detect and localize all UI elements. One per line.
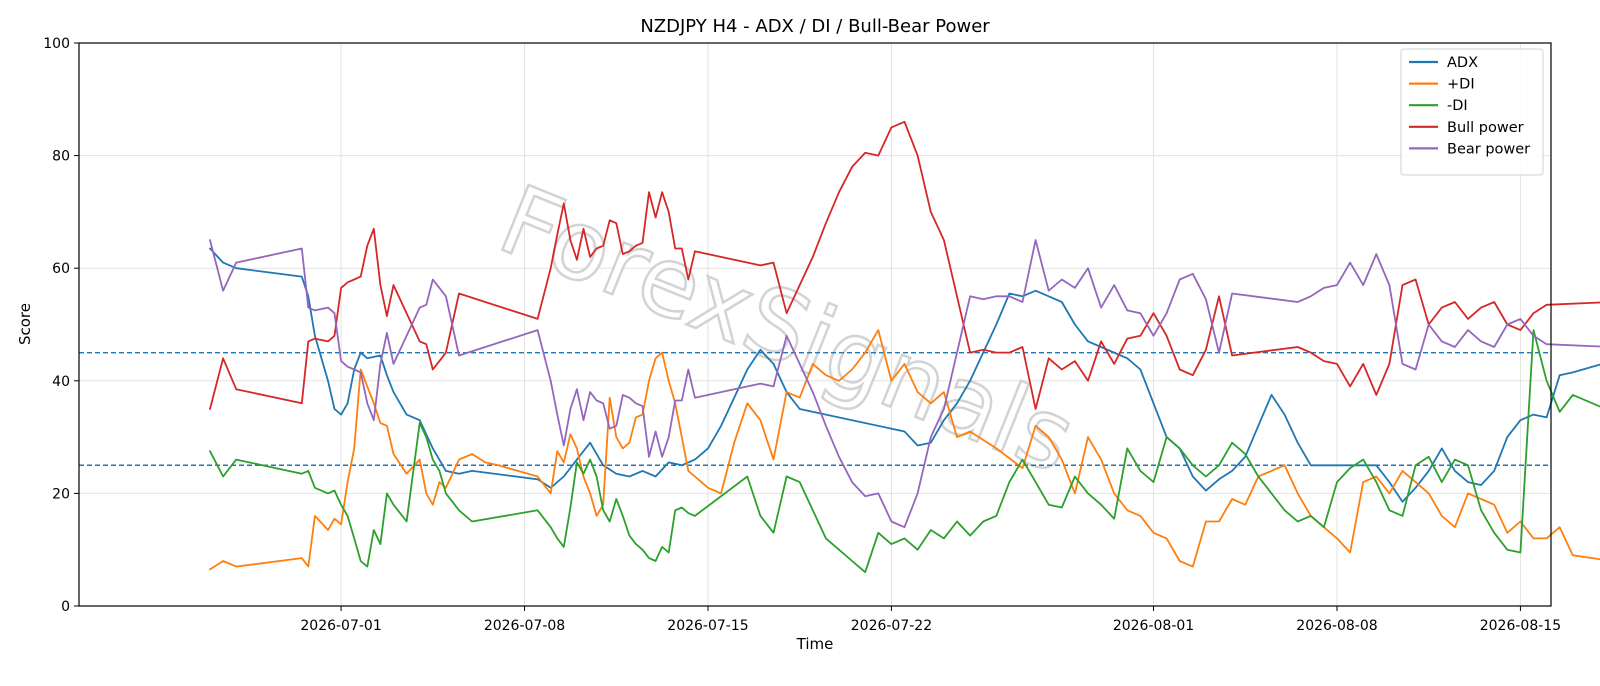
legend-entry: -DI [1447,98,1468,114]
legend-entry: ADX [1447,55,1478,71]
legend-entry: +DI [1447,77,1475,93]
x-tick-label: 2026-07-01 [300,618,381,634]
y-tick-label: 0 [61,599,70,615]
series-lines [209,120,1600,574]
x-axis-label: Time [796,635,834,653]
series-line [209,120,1600,410]
legend-entry: Bear power [1447,141,1530,157]
x-tick-label: 2026-07-08 [484,618,565,634]
x-tick-label: 2026-08-01 [1113,618,1194,634]
series-line [209,329,1600,571]
y-tick-label: 20 [52,486,70,502]
y-tick-label: 60 [52,261,70,277]
y-axis-label: Score [16,303,34,345]
y-tick-label: 40 [52,374,70,390]
y-tick-label: 80 [52,149,70,165]
chart-title: NZDJPY H4 - ADX / DI / Bull-Bear Power [640,16,990,37]
plot-frame [78,42,1552,607]
x-tick-label: 2026-08-15 [1480,618,1561,634]
y-tick-label: 100 [43,36,70,52]
x-tick-label: 2026-07-15 [667,618,748,634]
x-axis: 2026-07-01 2026-07-08 2026-07-15 2026-07-22… [300,606,1561,634]
series-line [209,239,1600,529]
reference-lines [79,351,1551,466]
series-line [209,247,1600,503]
x-tick-label: 2026-07-22 [851,618,932,634]
x-tick-label: 2026-08-08 [1296,618,1377,634]
y-axis: 0 20 40 60 80 100 [43,36,79,615]
legend: ADX +DI -DI Bull power Bear power [1400,48,1544,176]
series-line [209,329,1600,574]
legend-entry: Bull power [1447,120,1524,136]
legend-box [1400,48,1544,176]
